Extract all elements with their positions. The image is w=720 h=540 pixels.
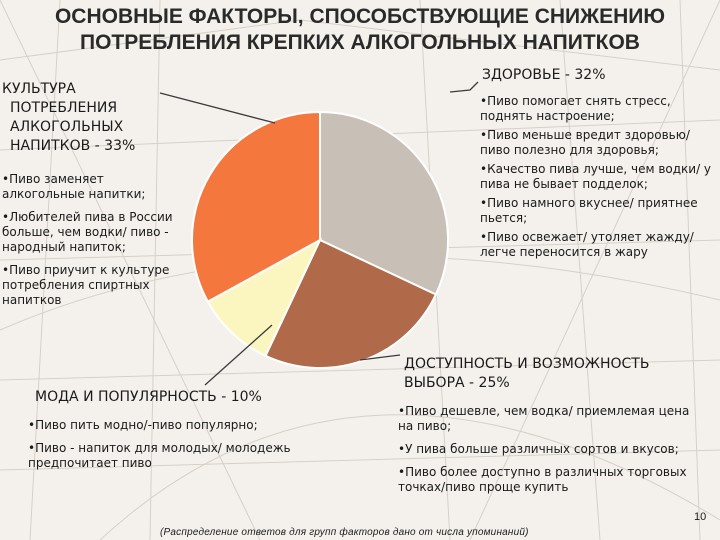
fashion-heading: МОДА И ПОПУЛЯРНОСТЬ - 10% [35,389,262,405]
health-list: Пиво помогает снять стресс, поднять наст… [480,94,712,264]
pie-slice-access [264,238,438,369]
access-list: Пиво дешевле, чем водка/ приемлемая цена… [398,404,694,499]
pie-slice-fashion [206,237,323,358]
culture-heading-line-1: КУЛЬТУРА [2,81,76,97]
pie-slice-health [319,110,449,296]
leader-line-culture [159,92,276,124]
culture-heading-line-2: ПОТРЕБЛЕНИЯ [10,100,118,116]
health-item-4: Пиво намного вкуснее/ приятнее пьется; [480,196,712,226]
page-number: 10 [694,511,707,523]
leader-line-fashion [204,324,273,386]
health-item-5: Пиво освежает/ утоляет жажду/ легче пере… [480,230,712,260]
fashion-item-1: Пиво пить модно/-пиво популярно; [28,418,328,433]
access-heading: ДОСТУПНОСТЬ И ВОЗМОЖНОСТЬ ВЫБОРА - 25% [404,355,704,393]
culture-item-1: Пиво заменяет алкогольные напитки; [2,172,187,202]
access-heading-line-1: ДОСТУПНОСТЬ И ВОЗМОЖНОСТЬ [404,356,650,372]
pie-slice-culture [191,110,321,304]
culture-list: Пиво заменяет алкогольные напитки; Любит… [2,172,187,312]
culture-heading-line-4: НАПИТКОВ - 33% [10,138,136,154]
culture-item-2: Любителей пива в России больше, чем водк… [2,210,187,255]
access-heading-line-2: ВЫБОРА - 25% [404,375,510,391]
slide-title: ОСНОВНЫЕ ФАКТОРЫ, СПОСОБСТВУЮЩИЕ СНИЖЕНИ… [0,4,720,56]
fashion-list: Пиво пить модно/-пиво популярно; Пиво - … [28,418,328,475]
access-item-2: У пива больше различных сортов и вкусов; [398,442,694,457]
culture-heading-line-3: АЛКОГОЛЬНЫХ [10,119,124,135]
access-item-1: Пиво дешевле, чем водка/ приемлемая цена… [398,404,694,434]
health-item-1: Пиво помогает снять стресс, поднять наст… [480,94,712,124]
fashion-item-2: Пиво - напиток для молодых/ молодежь пре… [28,441,328,471]
culture-item-3: Пиво приучит к культуре потребления спир… [2,263,187,308]
title-line-2: ПОТРЕБЛЕНИЯ КРЕПКИХ АЛКОГОЛЬНЫХ НАПИТКОВ [80,31,640,54]
leader-line-health [449,81,479,93]
access-item-3: Пиво более доступно в различных торговых… [398,465,694,495]
health-item-2: Пиво меньше вредит здоровью/пиво полезно… [480,128,712,158]
health-heading: ЗДОРОВЬЕ - 32% [482,67,606,83]
health-item-3: Качество пива лучше, чем водки/ у пива н… [480,162,712,192]
footnote: (Распределение ответов для групп факторо… [160,527,529,538]
leader-line-access [359,354,401,361]
culture-heading: КУЛЬТУРА ПОТРЕБЛЕНИЯ АЛКОГОЛЬНЫХ НАПИТКО… [2,80,182,156]
title-line-1: ОСНОВНЫЕ ФАКТОРЫ, СПОСОБСТВУЮЩИЕ СНИЖЕНИ… [54,5,666,28]
